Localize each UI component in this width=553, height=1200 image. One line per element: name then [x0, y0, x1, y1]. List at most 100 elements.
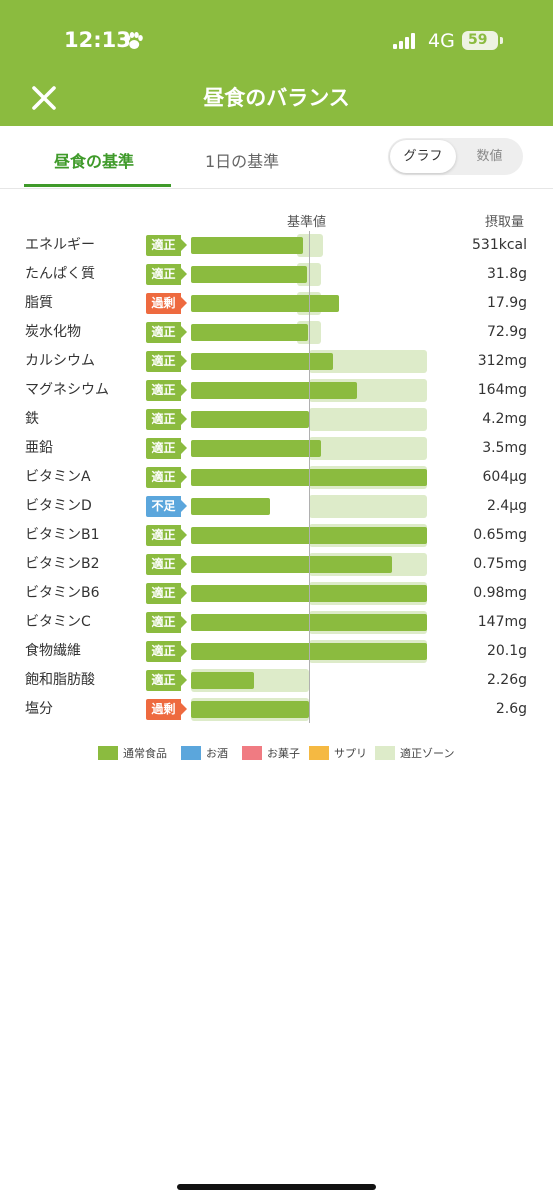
standard-column-header: 基準値: [287, 215, 327, 230]
status-badge: 不足: [146, 496, 187, 517]
intake-bar: [191, 295, 339, 312]
active-tab-indicator: [24, 184, 171, 187]
nutrient-row: ビタミンD 不足 2.4μg: [0, 492, 553, 521]
graph-toggle-button[interactable]: グラフ: [390, 140, 456, 173]
status-badge: 過剰: [146, 699, 187, 720]
legend-swatch: [98, 746, 118, 760]
nutrient-row: 飽和脂肪酸 適正 2.26g: [0, 666, 553, 695]
tab-daily-standard[interactable]: 1日の基準: [205, 152, 280, 171]
intake-bar: [191, 556, 392, 573]
optimal-zone: [309, 350, 427, 373]
status-badge: 適正: [146, 583, 187, 604]
intake-bar: [191, 701, 309, 718]
optimal-zone: [309, 408, 427, 431]
intake-value: 20.1g: [486, 643, 527, 659]
nutrient-name: カルシウム: [25, 353, 95, 369]
nutrient-name: 塩分: [25, 701, 53, 717]
status-time: 12:13: [64, 28, 131, 52]
intake-value: 0.98mg: [473, 585, 527, 601]
status-badge: 適正: [146, 235, 187, 256]
nutrient-name: 炭水化物: [25, 324, 81, 340]
tab-lunch-standard[interactable]: 昼食の基準: [54, 152, 135, 171]
status-badge: 適正: [146, 554, 187, 575]
legend-label: サプリ: [334, 747, 367, 760]
intake-value: 31.8g: [486, 266, 527, 282]
optimal-zone: [297, 234, 324, 257]
close-icon[interactable]: [30, 84, 58, 112]
view-toggle: グラフ 数値: [388, 138, 523, 175]
intake-value: 72.9g: [486, 324, 527, 340]
intake-column-header: 摂取量: [485, 215, 525, 230]
nutrient-row: 食物繊維 適正 20.1g: [0, 637, 553, 666]
optimal-zone: [309, 495, 427, 518]
intake-value: 164mg: [477, 382, 527, 398]
legend-swatch: [375, 746, 395, 760]
intake-value: 0.65mg: [473, 527, 527, 543]
nutrient-name: ビタミンB6: [25, 585, 100, 601]
page-title: 昼食のバランス: [203, 86, 350, 110]
nutrient-row: マグネシウム 適正 164mg: [0, 376, 553, 405]
intake-value: 604μg: [482, 469, 527, 485]
intake-bar: [191, 411, 309, 428]
nutrient-row: カルシウム 適正 312mg: [0, 347, 553, 376]
nutrient-row: ビタミンA 適正 604μg: [0, 463, 553, 492]
status-badge: 適正: [146, 612, 187, 633]
legend-label: お菓子: [267, 747, 300, 760]
intake-value: 2.4μg: [486, 498, 527, 514]
nutrient-row: ビタミンB6 適正 0.98mg: [0, 579, 553, 608]
intake-bar: [191, 382, 357, 399]
intake-value: 3.5mg: [482, 440, 527, 456]
battery-tip: [500, 37, 503, 44]
app-header: 12:13 4G 59 昼食のバランス: [0, 0, 553, 126]
status-badge: 適正: [146, 525, 187, 546]
signal-icon: [393, 33, 415, 49]
nutrient-name: ビタミンB2: [25, 556, 100, 572]
battery-level: 59: [468, 32, 488, 48]
intake-value: 0.75mg: [473, 556, 527, 572]
intake-value: 312mg: [477, 353, 527, 369]
status-badge: 過剰: [146, 293, 187, 314]
network-label: 4G: [428, 30, 455, 52]
nutrient-row: ビタミンB2 適正 0.75mg: [0, 550, 553, 579]
intake-value: 147mg: [477, 614, 527, 630]
nutrient-name: 飽和脂肪酸: [25, 672, 95, 688]
status-badge: 適正: [146, 409, 187, 430]
status-badge: 適正: [146, 438, 187, 459]
status-badge: 適正: [146, 641, 187, 662]
numeric-toggle-button[interactable]: 数値: [476, 149, 503, 164]
nutrient-name: たんぱく質: [25, 266, 95, 282]
status-badge: 適正: [146, 351, 187, 372]
nutrient-name: マグネシウム: [25, 382, 109, 398]
tab-bar: 昼食の基準 1日の基準 グラフ 数値: [0, 126, 553, 189]
nutrient-name: エネルギー: [25, 237, 95, 253]
legend-swatch: [181, 746, 201, 760]
status-badge: 適正: [146, 380, 187, 401]
intake-bar: [191, 324, 308, 341]
nutrient-row: たんぱく質 適正 31.8g: [0, 260, 553, 289]
status-badge: 適正: [146, 467, 187, 488]
nutrient-name: ビタミンD: [25, 498, 92, 514]
nutrient-row: エネルギー 適正 531kcal: [0, 231, 553, 260]
battery-icon: 59: [462, 31, 498, 50]
legend-item: お菓子: [242, 745, 300, 763]
legend-label: 通常食品: [123, 747, 167, 760]
intake-value: 531kcal: [472, 237, 527, 253]
legend-item: お酒: [181, 745, 228, 763]
intake-value: 4.2mg: [482, 411, 527, 427]
home-indicator: [177, 1184, 376, 1190]
nutrient-name: 鉄: [25, 411, 39, 427]
legend-swatch: [242, 746, 262, 760]
nutrient-name: ビタミンB1: [25, 527, 100, 543]
paw-icon: [125, 32, 143, 49]
legend-item: 通常食品: [98, 745, 167, 763]
optimal-zone: [309, 437, 427, 460]
intake-bar: [191, 266, 307, 283]
standard-baseline: [309, 231, 310, 723]
nutrient-row: ビタミンB1 適正 0.65mg: [0, 521, 553, 550]
nutrient-name: 亜鉛: [25, 440, 53, 456]
intake-bar: [191, 498, 270, 515]
nutrient-name: ビタミンC: [25, 614, 91, 630]
intake-bar: [191, 353, 333, 370]
nutrient-name: 食物繊維: [25, 643, 81, 659]
nutrient-name: 脂質: [25, 295, 53, 311]
